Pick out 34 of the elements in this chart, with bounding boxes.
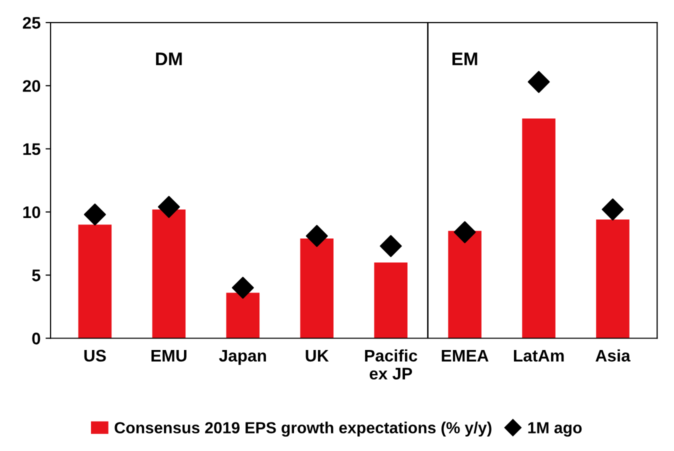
y-tick-label: 20 (22, 80, 40, 92)
point (380, 235, 402, 258)
x-tick-label: Pacific ex JP (365, 349, 418, 380)
bar (300, 238, 334, 338)
y-tick-label: 0 (32, 332, 40, 344)
y-tick-label: 15 (23, 143, 40, 156)
bar (596, 220, 630, 338)
bar (448, 230, 482, 338)
point (84, 204, 106, 226)
point (602, 198, 624, 220)
point (454, 221, 476, 244)
point (158, 196, 180, 218)
x-tick-label: US (84, 350, 106, 362)
point (232, 276, 254, 299)
x-tick-label: EMU (152, 350, 186, 362)
x-tick-label: Asia (596, 349, 630, 362)
legend-label: 1M ago (528, 422, 582, 437)
y-tick-label: 10 (23, 206, 40, 218)
annotation: EM (452, 52, 478, 66)
bar (522, 118, 556, 338)
point (306, 224, 328, 247)
bar (374, 262, 408, 338)
x-tick-label: UK (306, 350, 329, 362)
bar (226, 292, 260, 338)
bar (152, 209, 186, 338)
x-tick-label: EMEA (442, 350, 488, 362)
x-tick-label: Japan (219, 350, 266, 365)
legend-label: Consensus 2019 EPS growth expectations (% y/y) (114, 422, 492, 437)
bar (78, 224, 112, 338)
y-tick-label: 25 (22, 16, 40, 29)
x-tick-label: LatAm (514, 350, 564, 362)
y-tick-label: 5 (32, 270, 40, 282)
point (528, 70, 550, 93)
annotation: DM (156, 52, 182, 66)
